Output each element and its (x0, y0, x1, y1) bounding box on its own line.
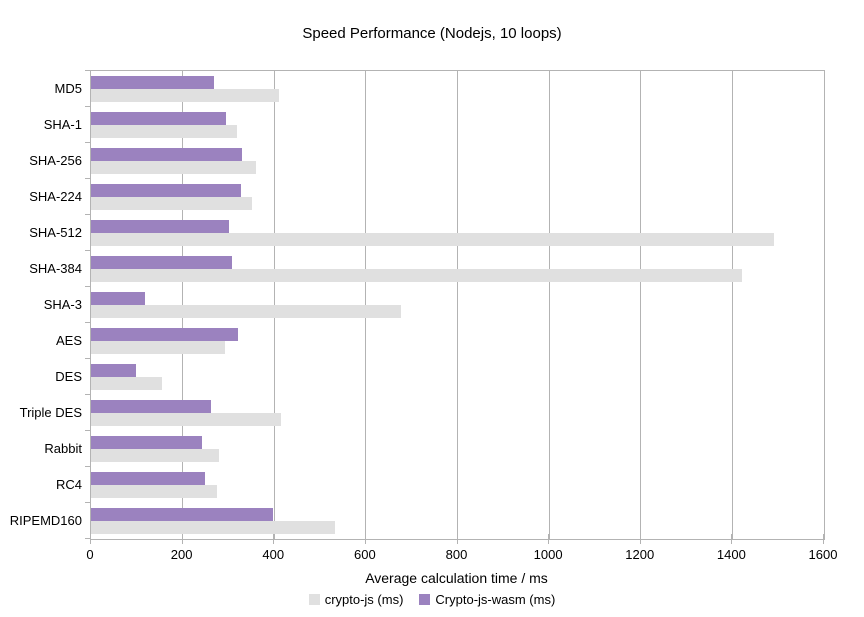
x-tick-label: 800 (445, 547, 468, 562)
x-tick-label: 400 (262, 547, 285, 562)
bar-crypto-js-wasm-ms- (91, 76, 214, 89)
bar-crypto-js-ms- (91, 125, 237, 138)
chart-legend: crypto-js (ms) Crypto-js-wasm (ms) (0, 592, 864, 607)
category-label: SHA-1 (43, 116, 82, 132)
y-axis-tick (85, 286, 90, 287)
y-axis-tick (85, 466, 90, 467)
category-label: SHA-384 (29, 260, 82, 276)
bar-crypto-js-wasm-ms- (91, 292, 146, 305)
x-tick-label: 1400 (716, 547, 746, 562)
legend-label: crypto-js (ms) (324, 592, 404, 607)
x-tick-label: 1000 (533, 547, 563, 562)
bar-crypto-js-ms- (91, 197, 253, 210)
category-label: DES (55, 368, 82, 384)
gridline (548, 71, 550, 539)
y-axis-tick (85, 322, 90, 323)
bar-crypto-js-ms- (91, 341, 225, 354)
x-tick-label: 1200 (625, 547, 655, 562)
bar-crypto-js-wasm-ms- (91, 436, 202, 449)
category-label: SHA-256 (29, 152, 82, 168)
x-axis-tick (273, 534, 275, 544)
x-axis-tick (456, 534, 458, 544)
x-tick-label: 200 (170, 547, 193, 562)
y-axis-tick (85, 106, 90, 107)
bar-crypto-js-ms- (91, 89, 279, 102)
y-axis-tick (85, 430, 90, 431)
bar-crypto-js-ms- (91, 449, 219, 462)
legend-item: Crypto-js-wasm (ms) (419, 592, 555, 607)
category-label: RC4 (55, 476, 82, 492)
bar-crypto-js-wasm-ms- (91, 328, 238, 341)
category-label: SHA-512 (29, 224, 82, 240)
x-tick-label: 1600 (808, 547, 838, 562)
bar-crypto-js-wasm-ms- (91, 220, 229, 233)
gridline (457, 71, 458, 539)
x-axis-title: Average calculation time / ms (365, 570, 548, 586)
y-axis-tick (85, 178, 90, 179)
category-label: RIPEMD160 (9, 512, 82, 528)
x-axis-tick (181, 534, 183, 544)
bar-crypto-js-wasm-ms- (91, 364, 136, 377)
x-axis-tick (639, 534, 641, 544)
category-label: MD5 (54, 80, 82, 96)
bar-crypto-js-ms- (91, 521, 336, 534)
y-axis-tick (85, 70, 90, 71)
x-tick-label: 600 (354, 547, 376, 562)
bar-crypto-js-wasm-ms- (91, 508, 274, 521)
bar-crypto-js-ms- (91, 377, 162, 390)
bar-crypto-js-wasm-ms- (91, 472, 205, 485)
bar-crypto-js-ms- (91, 161, 256, 174)
legend-label: Crypto-js-wasm (ms) (435, 592, 556, 607)
y-axis-tick (85, 250, 90, 251)
chart-title: Speed Performance (Nodejs, 10 loops) (302, 25, 562, 42)
bar-crypto-js-wasm-ms- (91, 184, 242, 197)
bar-crypto-js-ms- (91, 413, 282, 426)
bar-crypto-js-wasm-ms- (91, 112, 226, 125)
gridline (731, 71, 733, 539)
y-axis-tick (85, 538, 90, 539)
category-label: Rabbit (44, 440, 82, 456)
bar-crypto-js-ms- (91, 485, 218, 498)
plot-area (90, 70, 825, 540)
y-axis-tick (85, 214, 90, 215)
legend-swatch (419, 594, 431, 605)
category-label: SHA-224 (29, 188, 82, 204)
bar-crypto-js-wasm-ms- (91, 400, 212, 413)
bar-crypto-js-wasm-ms- (91, 256, 233, 269)
y-axis-tick (85, 394, 90, 395)
gridline (640, 71, 642, 539)
legend-swatch (308, 594, 320, 605)
bar-crypto-js-ms- (91, 233, 774, 246)
category-label: Triple DES (19, 404, 82, 420)
bar-crypto-js-ms- (91, 269, 742, 282)
category-label: SHA-3 (43, 296, 82, 312)
y-axis-tick (85, 142, 90, 143)
y-axis-tick (85, 358, 90, 359)
bar-crypto-js-ms- (91, 305, 402, 318)
bar-crypto-js-wasm-ms- (91, 148, 242, 161)
x-axis-tick (548, 534, 550, 544)
x-axis-tick (823, 534, 824, 544)
x-tick-label: 0 (86, 547, 94, 562)
y-axis-tick (85, 502, 90, 503)
x-axis-tick (90, 534, 91, 544)
legend-item: crypto-js (ms) (308, 592, 404, 607)
x-axis-tick (731, 534, 733, 544)
category-label: AES (55, 332, 82, 348)
x-axis-tick (364, 534, 366, 544)
